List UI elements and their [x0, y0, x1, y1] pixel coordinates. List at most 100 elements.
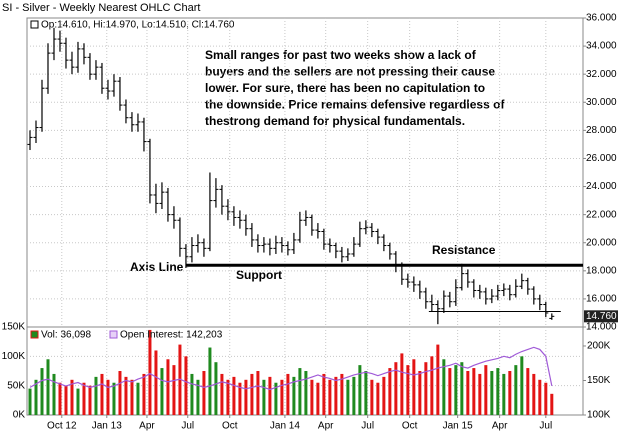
- volume-bar: [280, 379, 284, 415]
- y-tick-label: 150K: [2, 322, 26, 333]
- volume-bar: [190, 373, 194, 415]
- y-tick-label: 34.000: [586, 41, 617, 52]
- last-price-label: 14.760: [586, 311, 617, 322]
- y-tick-label: 28.000: [586, 125, 617, 136]
- chart-title: SI - Silver - Weekly Nearest OHLC Chart: [2, 2, 200, 14]
- volume-bar: [370, 379, 374, 415]
- y-tick-label: 30.000: [586, 97, 617, 108]
- volume-bar: [28, 388, 32, 415]
- y-tick-label: 18.000: [586, 265, 617, 276]
- x-tick-label: Jul: [361, 421, 374, 432]
- volume-bar: [274, 382, 278, 415]
- volume-bar: [142, 373, 146, 415]
- legend-icon: [30, 330, 39, 339]
- volume-bar: [508, 371, 512, 415]
- volume-bar: [382, 376, 386, 415]
- volume-bar: [208, 347, 212, 415]
- volume-bar: [496, 368, 500, 415]
- x-tick-label: Apr: [318, 421, 334, 432]
- y-tick-label: 32.000: [586, 69, 617, 80]
- volume-bar: [442, 359, 446, 415]
- volume-bar: [484, 365, 488, 415]
- volume-bar: [124, 376, 128, 415]
- volume-bar: [550, 393, 554, 415]
- volume-bar: [406, 365, 410, 415]
- volume-bar: [172, 365, 176, 415]
- x-tick-label: Oct: [222, 421, 238, 432]
- volume-bar: [82, 382, 86, 415]
- volume-bar: [76, 388, 80, 415]
- volume-bar: [358, 365, 362, 415]
- volume-bar: [214, 362, 218, 415]
- volume-bar: [148, 329, 152, 415]
- volume-bar: [352, 376, 356, 415]
- x-tick-label: Oct 12: [47, 421, 77, 432]
- annotation-note: Small ranges for past two weeks show a l…: [205, 48, 505, 128]
- y2-tick-label: 200K: [587, 341, 611, 352]
- y-tick-label: 14.000: [586, 322, 617, 333]
- volume-bar: [430, 356, 434, 415]
- volume-bar: [394, 362, 398, 415]
- y-tick-label: 100K: [2, 351, 26, 362]
- volume-bar: [526, 368, 530, 415]
- y-tick-label: 26.000: [586, 153, 617, 164]
- legend-label: Open Interest: 142,203: [120, 330, 223, 341]
- volume-bar: [196, 379, 200, 415]
- last-price-tag: [584, 310, 618, 323]
- y-tick-label: 16.000: [586, 294, 617, 305]
- legend-label: Vol: 36,098: [41, 330, 91, 341]
- y-tick-label: 50K: [7, 380, 25, 391]
- volume-bar: [58, 382, 62, 415]
- volume-bar: [412, 359, 416, 415]
- volume-bar: [460, 362, 464, 415]
- y-tick-label: 36.000: [586, 13, 617, 24]
- volume-bar: [364, 371, 368, 415]
- volume-bar: [202, 371, 206, 415]
- volume-bar: [238, 382, 242, 415]
- volume-bar: [454, 365, 458, 415]
- x-tick-label: Jan 13: [92, 421, 122, 432]
- legend-icon: [109, 330, 118, 339]
- volume-bar: [220, 373, 224, 415]
- volume-bar: [88, 385, 92, 415]
- volume-bar: [340, 373, 344, 415]
- volume-bar: [244, 379, 248, 415]
- volume-bar: [256, 371, 260, 415]
- x-tick-label: Jan 14: [270, 421, 300, 432]
- note-line: lower. For sure, there has been no capit…: [205, 81, 485, 95]
- volume-bar: [448, 368, 452, 415]
- volume-bar: [130, 379, 134, 415]
- volume-bar: [538, 379, 542, 415]
- volume-bar: [334, 376, 338, 415]
- volume-bar: [298, 368, 302, 415]
- volume-bar: [94, 376, 98, 415]
- volume-bar: [70, 379, 74, 415]
- volume-bar: [262, 379, 266, 415]
- annotation: Resistance: [432, 243, 496, 257]
- volume-bar: [304, 371, 308, 415]
- y-tick-label: 0K: [13, 410, 26, 421]
- volume-bar: [34, 379, 38, 415]
- volume-bar: [112, 382, 116, 415]
- x-tick-label: Jan 15: [443, 421, 473, 432]
- volume-bar: [40, 368, 44, 415]
- volume-bar: [436, 344, 440, 415]
- volume-bar: [286, 373, 290, 415]
- y2-tick-label: 100K: [587, 410, 611, 421]
- volume-bar: [322, 373, 326, 415]
- volume-bar: [64, 385, 68, 415]
- volume-bar: [232, 376, 236, 415]
- volume-bar: [424, 362, 428, 415]
- volume-bar: [478, 373, 482, 415]
- x-tick-label: Jul: [181, 421, 194, 432]
- y-tick-label: 22.000: [586, 209, 617, 220]
- volume-bar: [532, 373, 536, 415]
- volume-bar: [118, 371, 122, 415]
- volume-bar: [544, 382, 548, 415]
- x-tick-label: Oct: [402, 421, 418, 432]
- volume-bar: [52, 373, 56, 415]
- x-tick-label: Apr: [492, 421, 508, 432]
- y2-tick-label: 150K: [587, 375, 611, 386]
- volume-bar: [250, 373, 254, 415]
- volume-bar: [490, 371, 494, 415]
